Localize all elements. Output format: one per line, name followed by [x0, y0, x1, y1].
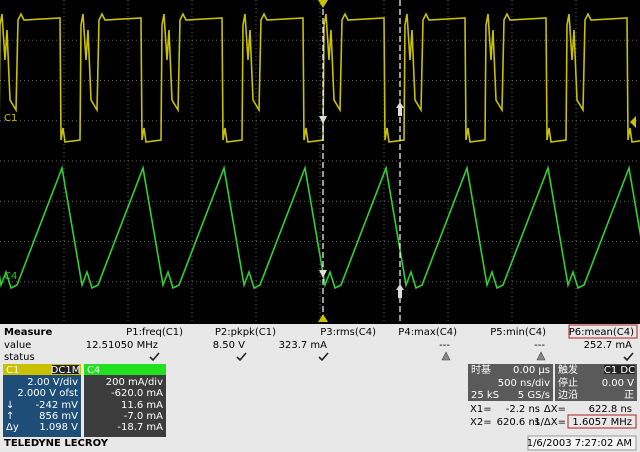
cursor-value: -2.2 ns — [506, 404, 540, 415]
status-ok — [623, 352, 634, 362]
stat-value: -242 mV — [36, 400, 79, 411]
stat-value: 11.6 mA — [121, 400, 163, 411]
cursor-marker — [319, 116, 327, 124]
param-name: P5:min(C4) — [490, 327, 546, 338]
coupling: DC1M — [51, 365, 81, 376]
cursor-value: 1.6057 MHz — [572, 417, 632, 428]
trace-c1 — [0, 12, 640, 143]
timebase-box — [468, 364, 553, 401]
stat-value: -18.7 mA — [117, 422, 163, 433]
cursor-label: 1/ΔX= — [534, 417, 566, 428]
param-value: --- — [439, 340, 450, 351]
cursor-marker — [319, 270, 327, 278]
cursor-value: 622.8 ns — [589, 404, 632, 415]
param-name: P6:mean(C4) — [569, 327, 634, 338]
channel-name: C4 — [87, 365, 100, 376]
param-value: 252.7 mA — [584, 340, 633, 351]
trigger-type: 边沿 — [558, 389, 578, 401]
waveforms — [0, 12, 640, 290]
highlight-box — [567, 414, 637, 429]
timebase-samples: 25 kS — [471, 390, 499, 401]
status-ok — [149, 352, 160, 362]
trigger-label: 触发 — [558, 363, 578, 376]
status-ok — [236, 352, 247, 362]
cursor-value: 620.6 ns — [497, 417, 540, 428]
stat-value: 856 mV — [39, 411, 78, 422]
status-warn — [536, 351, 546, 361]
stat-label: ↑ — [6, 411, 14, 422]
trigger-mode: 停止 — [558, 376, 578, 389]
param-value: --- — [534, 340, 545, 351]
trace-c4 — [0, 164, 640, 290]
cursor-marker — [396, 284, 404, 298]
measure-title: Measure — [4, 327, 52, 338]
channel-name: C1 — [6, 365, 19, 376]
stat-label: ↓ — [6, 400, 14, 411]
param-name: P3:rms(C4) — [320, 327, 376, 338]
param-value: 323.7 mA — [279, 340, 328, 351]
trigger-slope: 正 — [624, 390, 634, 401]
trigger-marker — [318, 314, 328, 322]
trigger-marker — [318, 0, 328, 8]
highlight-box — [568, 324, 638, 339]
ch-scale: 200 mA/div — [106, 377, 163, 388]
param-value: 8.50 V — [213, 340, 245, 351]
channel-body — [3, 375, 81, 437]
trigger-level: 0.00 V — [602, 378, 634, 389]
stat-value: -7.0 mA — [124, 411, 163, 422]
ch-offset: 2.000 V ofst — [17, 388, 78, 399]
timebase-scale: 500 ns/div — [498, 378, 550, 389]
level-marker — [630, 116, 636, 128]
param-value: 12.51050 MHz — [86, 340, 158, 351]
datetime-box — [527, 435, 637, 451]
grid — [0, 0, 640, 322]
channel-header — [3, 364, 81, 375]
channel-header — [84, 364, 166, 375]
timebase-rate: 5 GS/s — [518, 390, 550, 401]
channel-body — [84, 375, 166, 437]
trigger-source: C1 DC — [604, 365, 635, 376]
trace-label: C4 — [4, 271, 17, 282]
cursor-label: X1= — [470, 404, 492, 415]
status-warn — [441, 351, 451, 361]
row-label: status — [4, 352, 35, 363]
stat-label: Δy — [6, 422, 19, 433]
row-label: value — [4, 340, 31, 351]
status-ok — [318, 352, 329, 362]
cursor-label: X2= — [470, 417, 492, 428]
brand: TELEDYNE LECROY — [4, 438, 109, 449]
coupling-badge — [52, 365, 79, 374]
param-name: P1:freq(C1) — [126, 327, 183, 338]
datetime: 1/6/2003 7:27:02 AM — [527, 438, 632, 449]
ch-scale: 2.00 V/div — [27, 377, 78, 388]
param-name: P2:pkpk(C1) — [215, 327, 276, 338]
timebase-delay: 0.00 µs — [513, 365, 550, 376]
trigger-badge — [604, 365, 635, 374]
stat-value: 1.098 V — [39, 422, 78, 433]
ch-offset: -620.0 mA — [111, 388, 163, 399]
timebase-label: 时基 — [471, 363, 491, 376]
trace-label: C1 — [4, 113, 17, 124]
cursor-marker — [396, 102, 404, 116]
param-name: P4:max(C4) — [398, 327, 457, 338]
cursor-label: ΔX= — [544, 404, 566, 415]
